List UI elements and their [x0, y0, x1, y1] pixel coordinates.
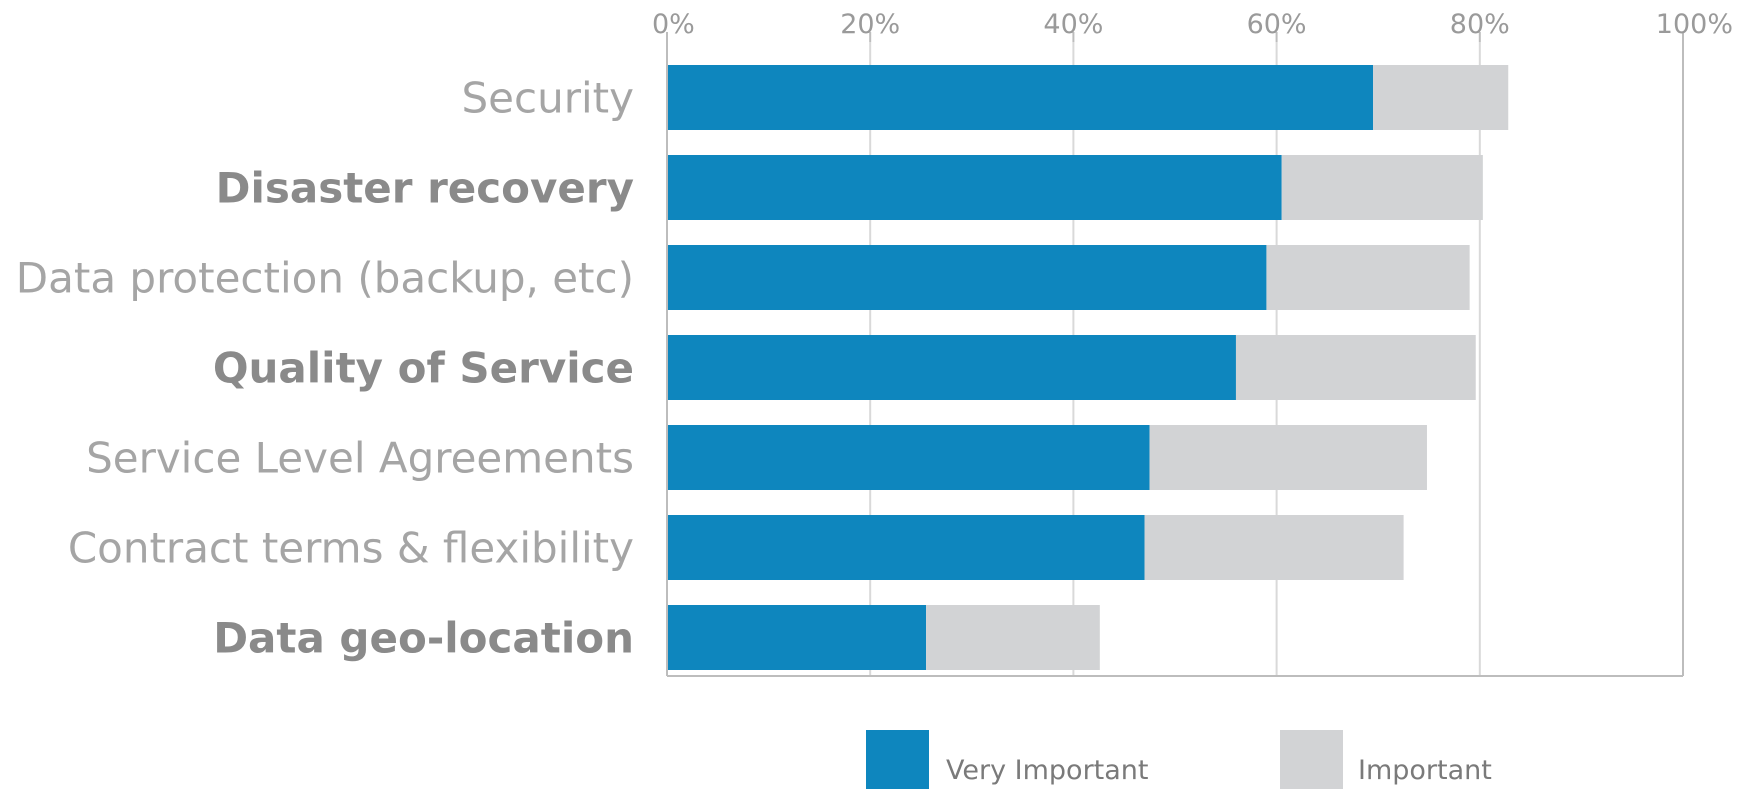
- bar-important: [1144, 515, 1404, 580]
- category-label: Data protection (backup, etc): [16, 254, 634, 303]
- bar-very-important: [667, 155, 1282, 220]
- plot-frame: [666, 42, 1684, 677]
- category-label: Disaster recovery: [216, 164, 634, 213]
- category-label: Data geo-location: [213, 614, 634, 663]
- legend-swatch: [1280, 730, 1343, 789]
- bar-very-important: [667, 605, 927, 670]
- category-label: Contract terms & flexibility: [68, 524, 634, 573]
- bar-important: [1235, 335, 1476, 400]
- bar-important: [1149, 425, 1427, 490]
- legend-label: Very Important: [946, 755, 1149, 786]
- bar-very-important: [667, 515, 1145, 580]
- x-axis-ticks: 0% 20% 40% 60% 80% 100%: [652, 9, 1733, 42]
- tick-label: 80%: [1450, 9, 1510, 40]
- category-label: Service Level Agreements: [86, 434, 634, 483]
- category-label: Quality of Service: [213, 344, 634, 393]
- tick-label: 40%: [1043, 9, 1103, 40]
- bar-very-important: [667, 335, 1236, 400]
- tick-label: 60%: [1247, 9, 1307, 40]
- bar-very-important: [667, 425, 1150, 490]
- category-label: Security: [462, 74, 634, 123]
- y-axis-categories: Security Disaster recovery Data protection…: [16, 74, 634, 663]
- bar-very-important: [667, 245, 1267, 310]
- legend-label: Important: [1358, 755, 1492, 786]
- tick-label: 20%: [840, 9, 900, 40]
- bar-very-important: [667, 65, 1374, 130]
- legend: Very Important Important: [866, 730, 1492, 789]
- bar-important: [1266, 245, 1470, 310]
- bar-important: [926, 605, 1100, 670]
- legend-swatch: [866, 730, 929, 789]
- bars: [667, 65, 1509, 670]
- tick-label: 0%: [652, 9, 695, 40]
- bar-important: [1281, 155, 1483, 220]
- bar-important: [1373, 65, 1509, 130]
- tick-label: 100%: [1656, 9, 1733, 40]
